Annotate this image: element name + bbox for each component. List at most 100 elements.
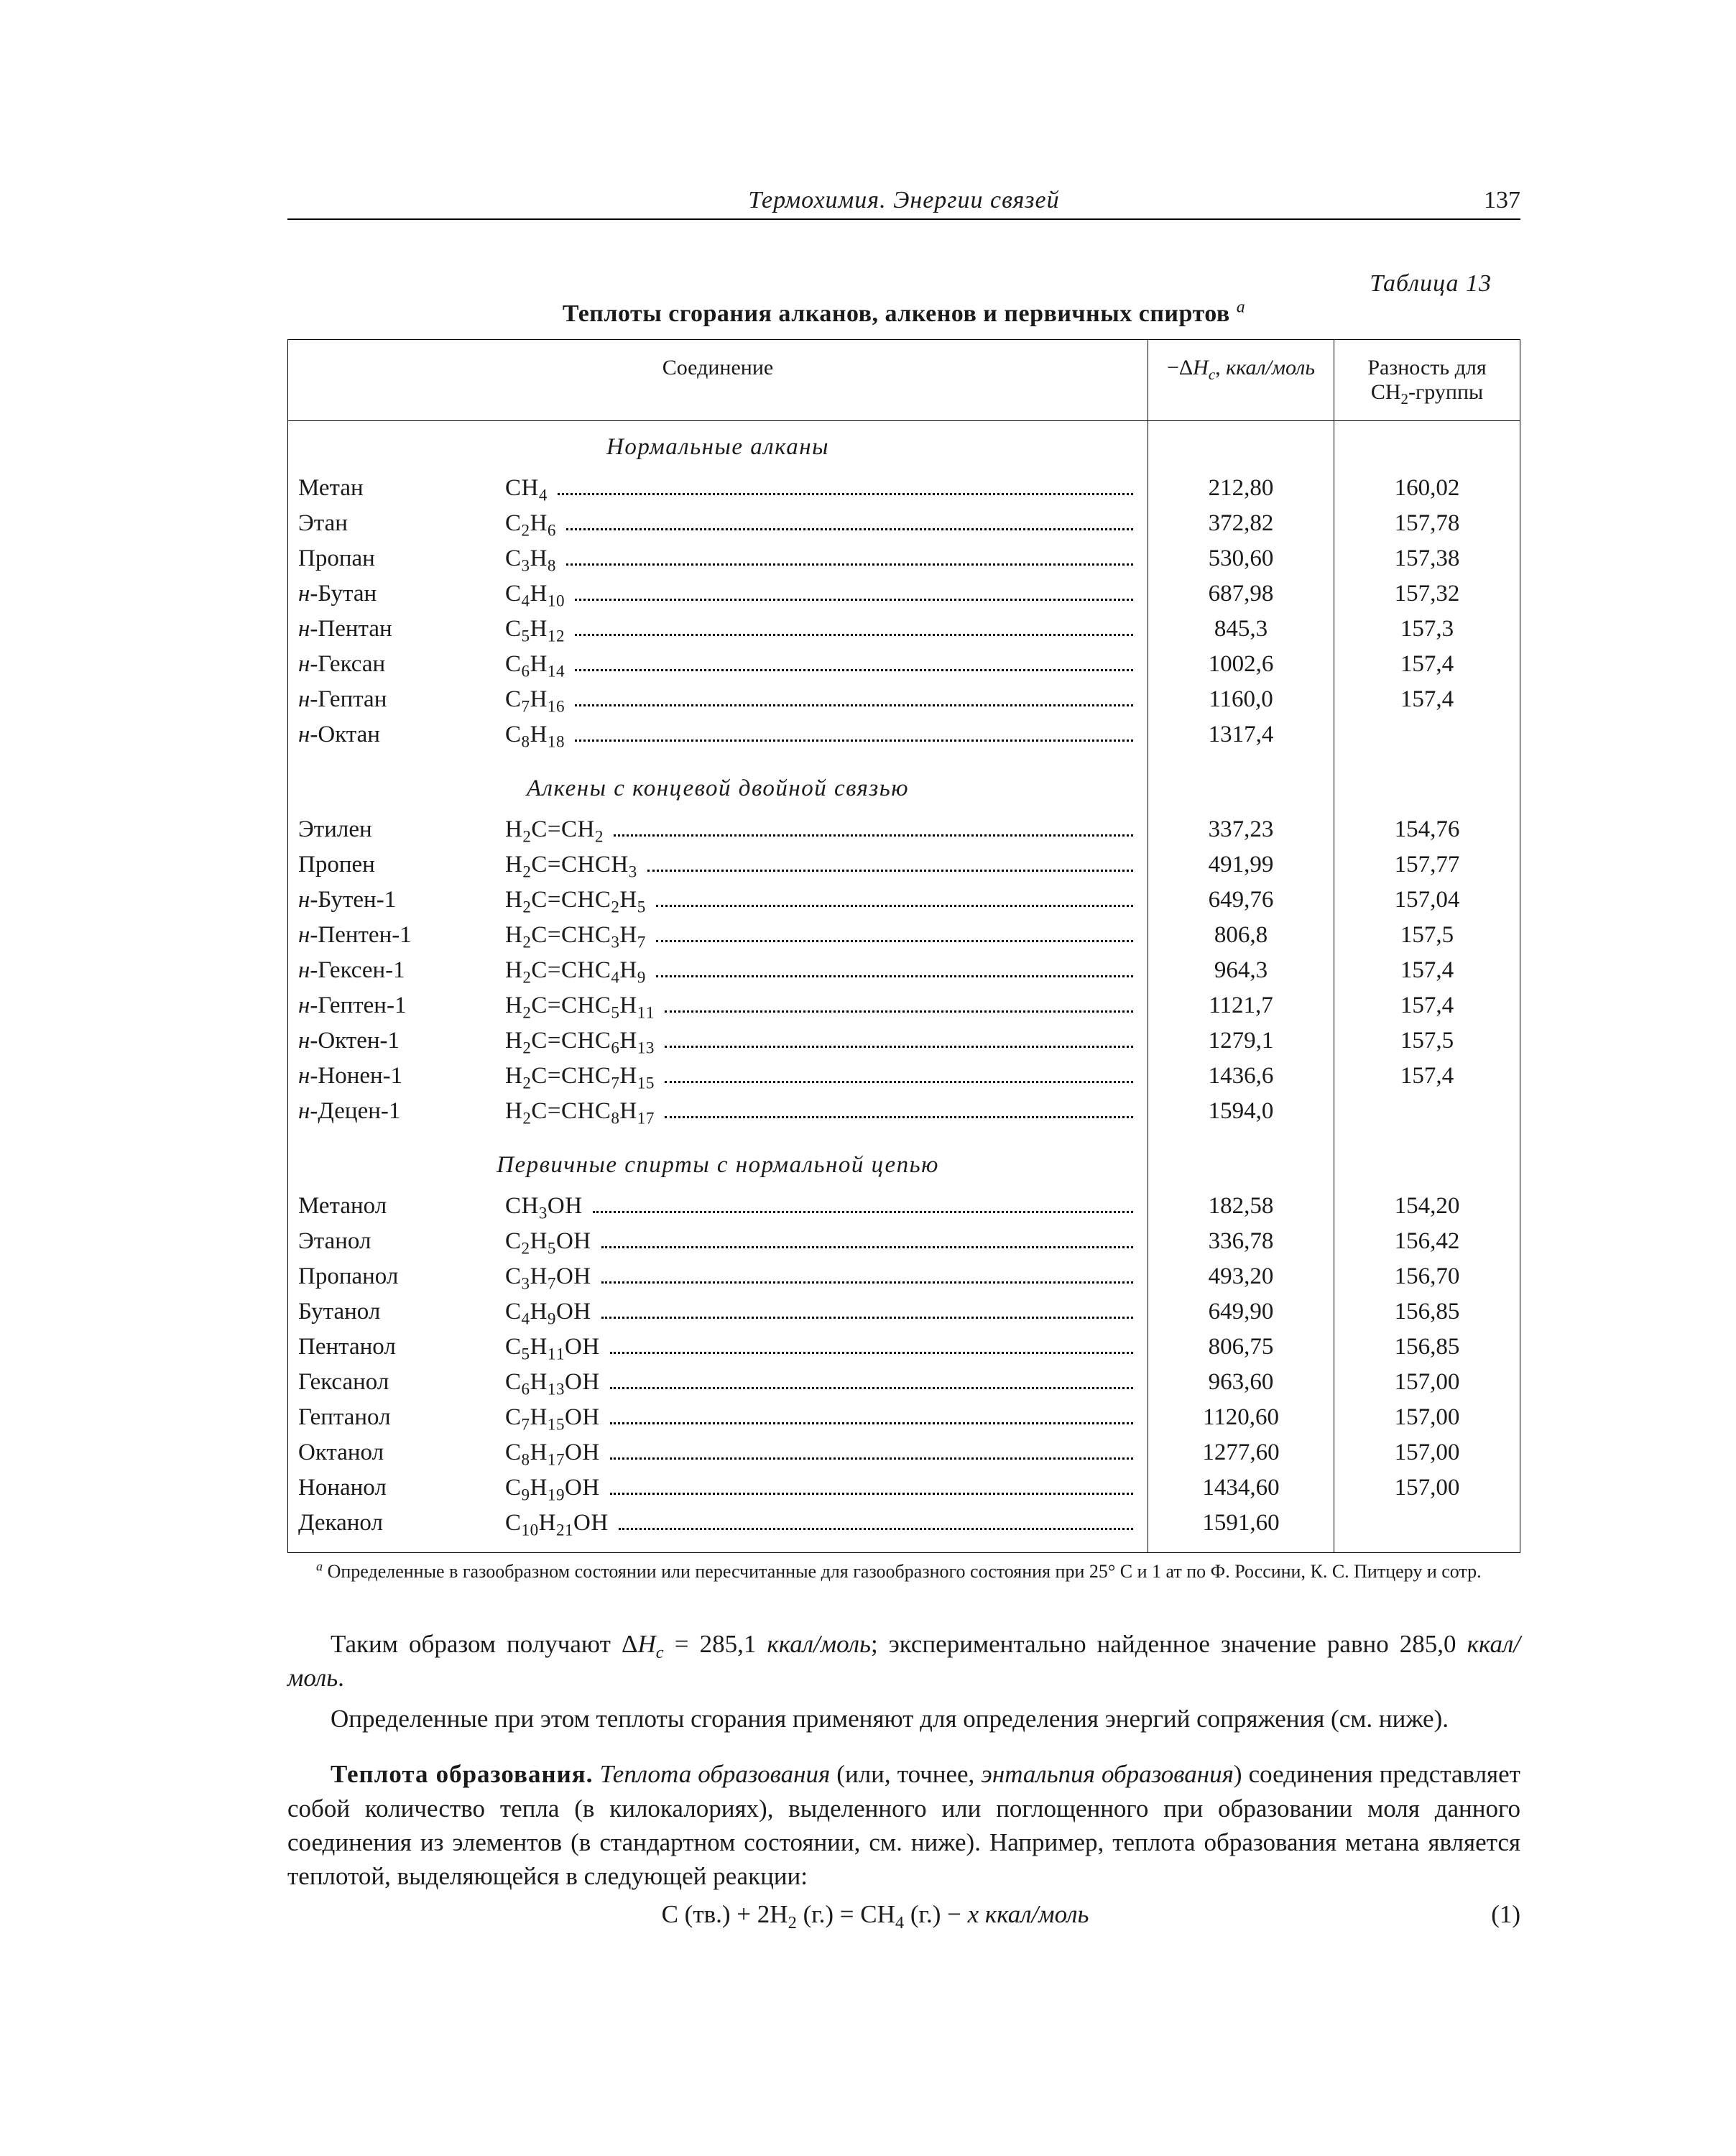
table-row: н-Октен-1H2C=CHC6H131279,1157,5 (288, 1023, 1520, 1059)
col-diff: Разность дляCH2-группы (1334, 340, 1520, 421)
compound-formula: H2C=CHC8H17 (495, 1094, 1148, 1129)
compound-formula: H2C=CHC7H15 (495, 1059, 1148, 1094)
table-row: БутанолC4H9OH649,90156,85 (288, 1294, 1520, 1330)
section-heading: Алкены с концевой двойной связью (288, 752, 1520, 812)
delta-h-value: 649,90 (1148, 1294, 1334, 1330)
section-heading: Нормальные алканы (288, 421, 1520, 471)
compound-name: Пропан (288, 541, 496, 576)
diff-value: 157,77 (1334, 847, 1520, 883)
compound-formula: C5H11OH (495, 1330, 1148, 1365)
compound-name: Пропанол (288, 1259, 496, 1294)
delta-h-value: 1436,6 (1148, 1059, 1334, 1094)
diff-value: 157,4 (1334, 953, 1520, 988)
table-row: н-Пентен-1H2C=CHC3H7806,8157,5 (288, 918, 1520, 953)
table-row: ПропанолC3H7OH493,20156,70 (288, 1259, 1520, 1294)
compound-formula: H2C=CHC4H9 (495, 953, 1148, 988)
para-3: Теплота образования. Теплота образования… (287, 1757, 1520, 1893)
table-row: ПропанC3H8530,60157,38 (288, 541, 1520, 576)
delta-h-value: 1160,0 (1148, 682, 1334, 717)
compound-name: н-Бутан (288, 576, 496, 612)
table-row: н-Децен-1H2C=CHC8H171594,0 (288, 1094, 1520, 1129)
table-row: ГептанолC7H15OH1120,60157,00 (288, 1400, 1520, 1435)
delta-h-value: 212,80 (1148, 471, 1334, 506)
delta-h-value: 1594,0 (1148, 1094, 1334, 1129)
compound-name: Октанол (288, 1435, 496, 1470)
diff-value: 156,70 (1334, 1259, 1520, 1294)
diff-value: 160,02 (1334, 471, 1520, 506)
diff-value: 157,78 (1334, 506, 1520, 541)
compound-name: Метан (288, 471, 496, 506)
compound-name: Гексанол (288, 1365, 496, 1400)
table-row: ГексанолC6H13OH963,60157,00 (288, 1365, 1520, 1400)
diff-value: 157,4 (1334, 647, 1520, 682)
diff-value (1334, 1506, 1520, 1553)
compound-formula: H2C=CH2 (495, 812, 1148, 847)
page-number: 137 (1434, 187, 1520, 214)
compound-formula: H2C=CHC6H13 (495, 1023, 1148, 1059)
table-footnote: а Определенные в газообразном состоянии … (316, 1560, 1520, 1584)
compound-formula: CH4 (495, 471, 1148, 506)
compound-formula: C9H19OH (495, 1470, 1148, 1506)
diff-value: 157,5 (1334, 1023, 1520, 1059)
compound-formula: C8H18 (495, 717, 1148, 752)
diff-value: 157,00 (1334, 1365, 1520, 1400)
compound-name: Деканол (288, 1506, 496, 1553)
diff-value: 157,4 (1334, 1059, 1520, 1094)
table-title-text: Теплоты сгорания алканов, алкенов и перв… (563, 300, 1230, 327)
compound-name: Пропен (288, 847, 496, 883)
table-row: ОктанолC8H17OH1277,60157,00 (288, 1435, 1520, 1470)
diff-value (1334, 717, 1520, 752)
compound-formula: C6H13OH (495, 1365, 1148, 1400)
table-row: НонанолC9H19OH1434,60157,00 (288, 1470, 1520, 1506)
table-row: ПентанолC5H11OH806,75156,85 (288, 1330, 1520, 1365)
equation-1: C (тв.) + 2H2 (г.) = CH4 (г.) − x ккал/м… (287, 1900, 1520, 1929)
section-heading: Первичные спирты с нормальной цепью (288, 1129, 1520, 1189)
diff-value: 157,00 (1334, 1470, 1520, 1506)
delta-h-value: 1277,60 (1148, 1435, 1334, 1470)
delta-h-value: 806,8 (1148, 918, 1334, 953)
delta-h-value: 845,3 (1148, 612, 1334, 647)
delta-h-value: 182,58 (1148, 1189, 1334, 1224)
compound-formula: H2C=CHC5H11 (495, 988, 1148, 1023)
diff-value: 157,4 (1334, 988, 1520, 1023)
compound-formula: H2C=CHC2H5 (495, 883, 1148, 918)
delta-h-value: 493,20 (1148, 1259, 1334, 1294)
diff-value: 156,85 (1334, 1330, 1520, 1365)
compound-name: Этилен (288, 812, 496, 847)
diff-value: 154,76 (1334, 812, 1520, 847)
combustion-table: Соединение −ΔHc, ккал/моль Разность дляC… (287, 339, 1520, 1553)
diff-value: 156,85 (1334, 1294, 1520, 1330)
compound-name: н-Октан (288, 717, 496, 752)
compound-name: Бутанол (288, 1294, 496, 1330)
compound-formula: C2H5OH (495, 1224, 1148, 1259)
para-1: Таким образом получают ΔHc = 285,1 ккал/… (287, 1627, 1520, 1695)
table-row: ПропенH2C=CHCH3491,99157,77 (288, 847, 1520, 883)
compound-name: н-Гептен-1 (288, 988, 496, 1023)
compound-name: Этанол (288, 1224, 496, 1259)
diff-value: 157,00 (1334, 1435, 1520, 1470)
delta-h-value: 1279,1 (1148, 1023, 1334, 1059)
delta-h-value: 337,23 (1148, 812, 1334, 847)
compound-name: Гептанол (288, 1400, 496, 1435)
diff-value: 154,20 (1334, 1189, 1520, 1224)
delta-h-value: 1002,6 (1148, 647, 1334, 682)
diff-value (1334, 1094, 1520, 1129)
table-row: н-Гексен-1H2C=CHC4H9964,3157,4 (288, 953, 1520, 988)
page: Термохимия. Энергии связей 137 Таблица 1… (0, 0, 1736, 2156)
delta-h-value: 1317,4 (1148, 717, 1334, 752)
compound-formula: C7H15OH (495, 1400, 1148, 1435)
table-row: н-БутанC4H10687,98157,32 (288, 576, 1520, 612)
running-head: Термохимия. Энергии связей 137 (287, 187, 1520, 220)
diff-value: 157,3 (1334, 612, 1520, 647)
delta-h-value: 687,98 (1148, 576, 1334, 612)
compound-formula: C5H12 (495, 612, 1148, 647)
compound-formula: C4H9OH (495, 1294, 1148, 1330)
delta-h-value: 336,78 (1148, 1224, 1334, 1259)
diff-value: 157,00 (1334, 1400, 1520, 1435)
compound-formula: C6H14 (495, 647, 1148, 682)
compound-formula: C3H8 (495, 541, 1148, 576)
compound-formula: C8H17OH (495, 1435, 1148, 1470)
table-row: ДеканолC10H21OH1591,60 (288, 1506, 1520, 1553)
delta-h-value: 491,99 (1148, 847, 1334, 883)
para-2: Определенные при этом теплоты сгорания п… (287, 1702, 1520, 1736)
